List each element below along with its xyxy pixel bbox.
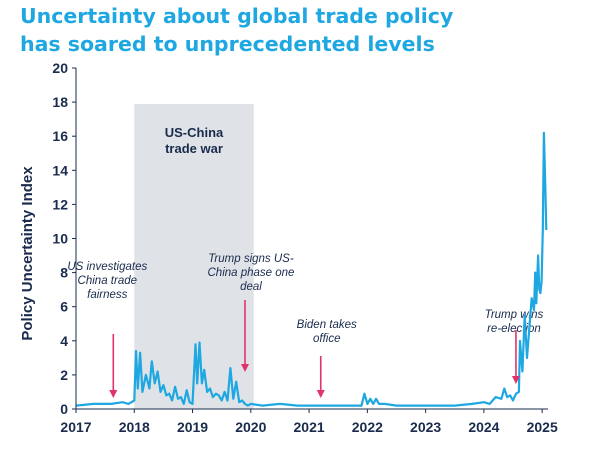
chart-title: Uncertainty about global trade policy ha… — [20, 2, 580, 58]
shaded-region-label-line: trade war — [165, 141, 223, 156]
annotation-text-line: fairness — [87, 289, 128, 301]
annotation-text-line: China trade — [78, 275, 137, 287]
annotation-text-line: US investigates — [67, 261, 147, 273]
annotation-arrow-head — [511, 376, 520, 384]
x-tick-label: 2018 — [119, 419, 150, 435]
x-tick-label: 2017 — [60, 419, 91, 435]
y-tick-label: 0 — [60, 401, 68, 417]
y-tick-label: 18 — [52, 94, 68, 110]
chart-title-line-1: Uncertainty about global trade policy — [20, 4, 454, 28]
y-tick-label: 16 — [52, 128, 68, 144]
y-tick-label: 14 — [52, 162, 68, 178]
shaded-region-label-line: US-China — [165, 125, 224, 140]
annotation-arrow-head — [240, 364, 249, 372]
x-tick-label: 2023 — [410, 419, 441, 435]
x-tick-label: 2025 — [527, 419, 558, 435]
annotation-text-line: re-election — [487, 323, 541, 335]
y-tick-label: 8 — [60, 265, 68, 281]
annotation-arrows — [109, 300, 520, 398]
annotation-arrow-head — [316, 390, 325, 398]
y-tick-label: 2 — [60, 367, 68, 383]
y-tick-label: 6 — [60, 299, 68, 315]
y-tick-label: 12 — [52, 196, 68, 212]
x-tick-label: 2022 — [352, 419, 383, 435]
x-tick-label: 2024 — [468, 419, 499, 435]
annotation-text-line: Biden takes — [297, 319, 357, 331]
x-tick-label: 2020 — [235, 419, 266, 435]
y-axis-title: Policy Uncertainty Index — [19, 166, 36, 341]
annotation-text-line: deal — [240, 281, 262, 293]
y-tick-label: 10 — [52, 231, 68, 247]
annotations: US investigates China trade fairness Trump … — [67, 253, 543, 345]
series-line — [75, 131, 548, 407]
annotation-text-line: office — [313, 333, 341, 345]
annotation-arrow-head — [109, 390, 118, 398]
annotation-text-line: China phase one — [208, 267, 295, 279]
y-ticks: 0 2 4 6 8 10 12 14 16 18 20 — [52, 60, 76, 417]
y-tick-label: 20 — [52, 60, 68, 76]
x-ticks: 2017 2018 2019 2020 2021 2022 2023 2024 2025 — [60, 409, 558, 435]
annotation-text-line: Trump signs US- — [208, 253, 294, 265]
x-tick-label: 2021 — [294, 419, 325, 435]
annotation-text-line: Trump wins — [485, 309, 544, 321]
chart-title-line-2: has soared to unprecedented levels — [20, 32, 435, 56]
x-tick-label: 2019 — [177, 419, 208, 435]
y-tick-label: 4 — [60, 333, 68, 349]
